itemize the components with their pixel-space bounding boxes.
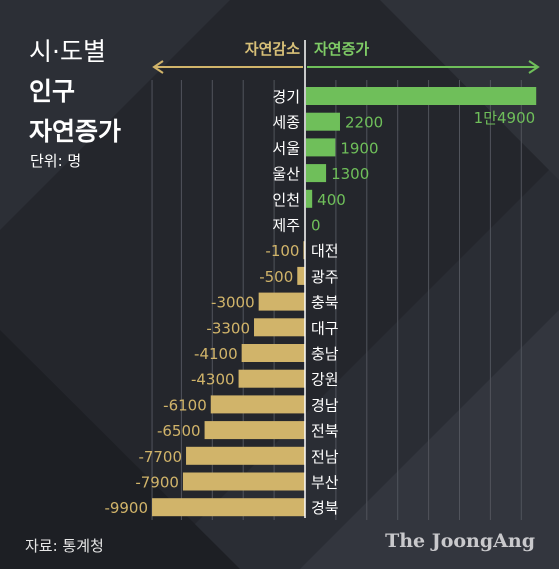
value-label: -9900 [104, 499, 148, 517]
value-label: -100 [265, 242, 299, 260]
bars [152, 87, 537, 517]
category-label: 제주 [272, 217, 300, 235]
value-label: 400 [317, 191, 346, 209]
bar [306, 112, 340, 131]
bar [306, 138, 336, 157]
bar [258, 292, 305, 311]
category-label: 인천 [272, 191, 300, 209]
category-label: 광주 [311, 268, 339, 286]
value-label: 1300 [331, 165, 369, 183]
source-note: 자료: 통계청 [25, 537, 104, 555]
gridlines [151, 80, 522, 520]
value-label: -6100 [163, 396, 207, 414]
category-label: 세종 [272, 114, 300, 132]
value-label: -7700 [138, 448, 182, 466]
bar [241, 344, 305, 362]
increase-direction-label: 자연증가 [314, 40, 370, 58]
bar [254, 318, 305, 337]
category-label: 부산 [311, 474, 339, 492]
value-label: 0 [311, 217, 321, 235]
title-line-3: 자연증가 [29, 117, 122, 146]
category-label: 충남 [311, 345, 339, 363]
value-label: -3000 [211, 294, 255, 312]
category-label: 경북 [311, 499, 339, 517]
value-label: -3300 [206, 319, 250, 337]
value-label: -500 [259, 268, 293, 286]
value-label: 2200 [345, 114, 383, 132]
category-label: 전북 [311, 422, 339, 440]
bar [152, 498, 305, 517]
increase-arrowhead [528, 60, 540, 74]
value-label: -4100 [194, 345, 238, 363]
bar [182, 472, 305, 491]
category-label: 강원 [311, 371, 339, 389]
bar [306, 164, 327, 183]
category-label: 대전 [311, 242, 339, 260]
bar [186, 446, 305, 465]
bar-labels: 경기 1만4900 세종 2200 서울 1900 울산 1300 인천 400 제주 0 대전 -100… [104, 88, 535, 517]
value-label: -6500 [157, 422, 201, 440]
bar [297, 266, 305, 285]
publisher-logo: The JoongAng [385, 530, 535, 552]
bar [210, 395, 305, 414]
bar [306, 189, 313, 208]
value-label: -7900 [135, 474, 179, 492]
bar [306, 87, 537, 105]
value-label: 1900 [340, 139, 378, 157]
title-line-2: 인구 [29, 77, 76, 106]
decrease-arrowhead [152, 60, 164, 74]
category-label: 대구 [311, 319, 339, 337]
value-label: 1만4900 [474, 109, 536, 127]
category-label: 충북 [311, 294, 339, 312]
category-label: 전남 [311, 448, 339, 466]
bar [238, 369, 305, 388]
category-label: 경남 [311, 396, 339, 414]
bar [204, 421, 305, 440]
category-label: 서울 [272, 139, 300, 157]
value-label: -4300 [191, 371, 235, 389]
title-line-1: 시·도별 [29, 37, 106, 66]
category-label: 경기 [272, 88, 300, 106]
bar [303, 241, 305, 260]
direction-arrows [152, 60, 540, 74]
unit-label: 단위: 명 [30, 152, 82, 170]
decrease-direction-label: 자연감소 [244, 40, 300, 58]
category-label: 울산 [272, 165, 300, 183]
